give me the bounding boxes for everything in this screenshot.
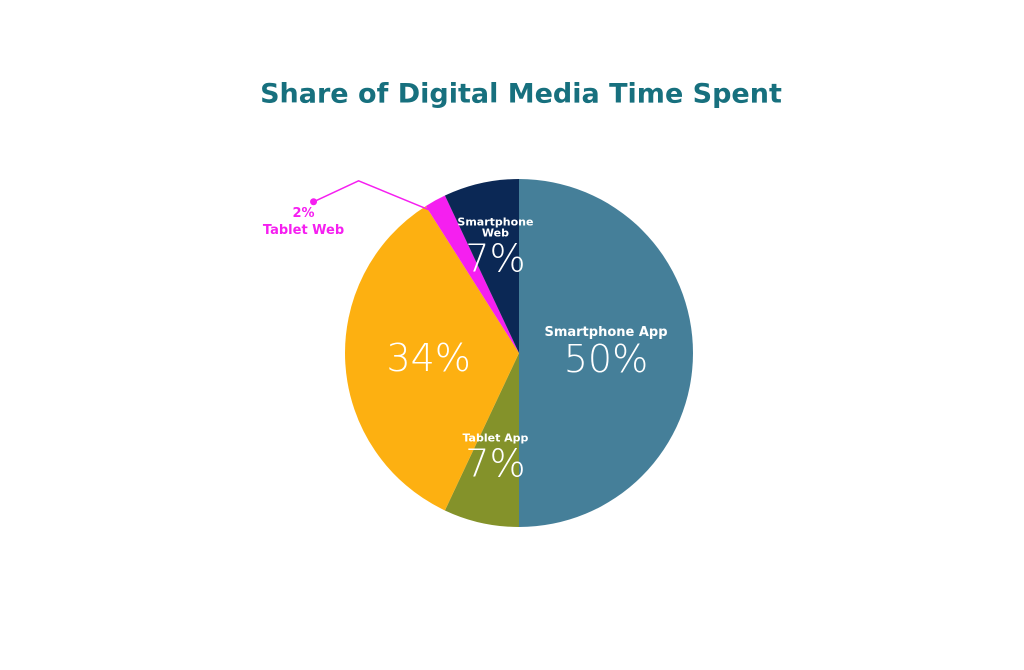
slice-label: Smartphone Web 7% — [455, 216, 535, 279]
pie-slice — [519, 179, 693, 527]
slice-name: Smartphone Web — [457, 215, 534, 240]
pie-slice — [444, 179, 519, 353]
value-label: 34% — [386, 335, 471, 380]
slice-name: Smartphone App — [544, 325, 668, 341]
pie-slice — [425, 195, 519, 353]
outside-label: 2% Tablet Web — [263, 206, 344, 240]
pie-slice — [444, 353, 519, 527]
value-label: 50% — [563, 336, 649, 381]
slice-name: Tablet Web — [262, 222, 345, 238]
value-label: 2% — [292, 205, 315, 221]
slice-name: Tablet App — [462, 431, 529, 445]
chart-title: Share of Digital Media Time Spent — [260, 79, 782, 110]
slice-label: Tablet App 7% — [455, 433, 535, 484]
value-label: 7% — [465, 441, 526, 486]
slice-label: 34% — [386, 335, 471, 380]
value-label: 7% — [465, 236, 526, 281]
leader-dot — [310, 198, 318, 206]
leader-line — [313, 179, 444, 217]
pie-slice — [344, 206, 519, 511]
slice-label: Smartphone App 50% — [544, 326, 667, 380]
